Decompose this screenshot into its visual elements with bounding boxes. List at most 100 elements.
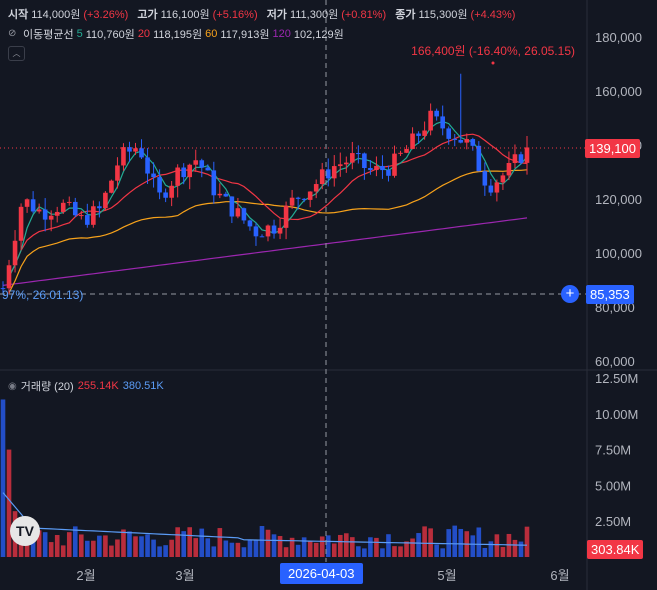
candle-body: [319, 169, 325, 185]
volume-bar: [458, 528, 464, 557]
candle-body: [362, 153, 367, 169]
tradingview-logo[interactable]: TV: [10, 516, 40, 546]
time-tick-label: 3월: [175, 568, 194, 583]
visibility-icon[interactable]: ⊘: [8, 28, 17, 39]
volume-bar: [368, 537, 373, 557]
candle-body: [253, 226, 259, 237]
volume-bar: [344, 533, 349, 557]
candle-body: [307, 191, 313, 200]
candle-body: [139, 148, 144, 158]
candle-body: [482, 171, 488, 186]
low-value: 111,300원: [289, 9, 339, 21]
volume-bar: [163, 545, 168, 557]
volume-bar: [404, 541, 409, 557]
volume-bar: [265, 529, 271, 557]
volume-bar: [103, 535, 108, 557]
candle-body: [211, 170, 217, 196]
candle-body: [175, 167, 180, 186]
high-change: (+5.16%): [212, 9, 258, 21]
time-tick-label: 6월: [550, 568, 569, 583]
candle-body: [66, 201, 72, 203]
candle-body: [464, 139, 470, 143]
volume-bar: [18, 544, 24, 557]
price-tick-label: 120,000: [595, 192, 642, 207]
candle-body: [229, 196, 235, 217]
candle-body: [470, 139, 476, 146]
ma60-value: 117,913원: [220, 29, 270, 41]
candle-body: [259, 236, 265, 238]
candle-body: [217, 193, 223, 196]
candle-body: [386, 170, 391, 176]
volume-bar: [434, 544, 439, 557]
candle-body: [163, 192, 168, 198]
candle-body: [205, 167, 211, 171]
candle-body: [289, 197, 295, 206]
volume-bar: [301, 537, 307, 557]
candle-body: [428, 110, 433, 131]
volume-bar: [289, 537, 295, 557]
volume-legend[interactable]: ◉ 거래량 (20) 255.14K 380.51K: [8, 378, 164, 394]
volume-bar: [157, 546, 162, 557]
ma5-line: [8, 120, 528, 278]
candle-body: [145, 157, 150, 174]
candle-body: [42, 209, 48, 220]
volume-bar: [6, 449, 12, 557]
volume-bar: [259, 526, 265, 557]
volume-bar: [36, 530, 42, 557]
volume-bar: [223, 540, 229, 557]
volume-bar: [235, 542, 241, 557]
candle-body: [283, 205, 289, 228]
moving-average-legend[interactable]: ⊘ 이동평균선 5 110,760원 20 118,195원 60 117,913원 …: [8, 26, 344, 42]
volume-bar: [211, 546, 217, 557]
collapse-legend-button[interactable]: ︿: [8, 46, 25, 61]
volume-bar: [374, 537, 379, 557]
high-value: 116,100원: [160, 9, 210, 21]
volume-bar: [476, 527, 482, 557]
volume-tick-label: 10.00M: [595, 407, 638, 422]
candle-body: [392, 153, 397, 176]
candle-body: [500, 175, 506, 183]
ma20-value: 118,195원: [153, 29, 203, 41]
volume-bar: [283, 547, 289, 557]
volume-bar: [139, 536, 144, 557]
volume-bar: [247, 540, 253, 557]
volume-bar: [133, 536, 138, 557]
candle-body: [24, 199, 30, 207]
candle-body: [295, 197, 301, 199]
candle-body: [344, 162, 349, 165]
ma-label: 이동평균선: [23, 29, 74, 41]
candle-body: [115, 165, 120, 181]
volume-tick-label: 7.50M: [595, 443, 631, 458]
ma120-period: 120: [272, 28, 291, 40]
volume-bar: [350, 537, 355, 557]
time-tick-label: 5월: [437, 568, 456, 583]
price-tick-label: 180,000: [595, 30, 642, 45]
volume-bar: [482, 547, 488, 557]
volume-bar: [380, 548, 385, 557]
candle-body: [398, 152, 403, 154]
candle-body: [452, 138, 458, 140]
candle-body: [12, 240, 18, 266]
volume-bar: [416, 533, 421, 557]
add-alert-button[interactable]: +: [561, 285, 579, 303]
ma20-period: 20: [137, 28, 151, 40]
volume-bar: [181, 531, 186, 557]
candle-body: [277, 227, 283, 234]
volume-bar: [295, 544, 301, 557]
volume-bar: [48, 542, 54, 557]
candle-body: [0, 288, 6, 290]
candle-body: [127, 147, 132, 152]
volume-bar: [85, 540, 90, 557]
candle-body: [271, 225, 277, 234]
volume-bar: [410, 538, 415, 557]
price-tick-label: 100,000: [595, 246, 642, 261]
volume-bar: [72, 526, 78, 557]
high-annotation: 166,400원 (-16.40%, 26.05.15): [411, 44, 575, 58]
visibility-icon[interactable]: ◉: [8, 380, 17, 392]
candle-body: [54, 211, 60, 216]
candle-body: [356, 153, 361, 155]
ma5-period: 5: [76, 28, 83, 40]
volume-bar: [91, 540, 96, 557]
crosshair-price-tag: 85,353: [586, 285, 634, 304]
